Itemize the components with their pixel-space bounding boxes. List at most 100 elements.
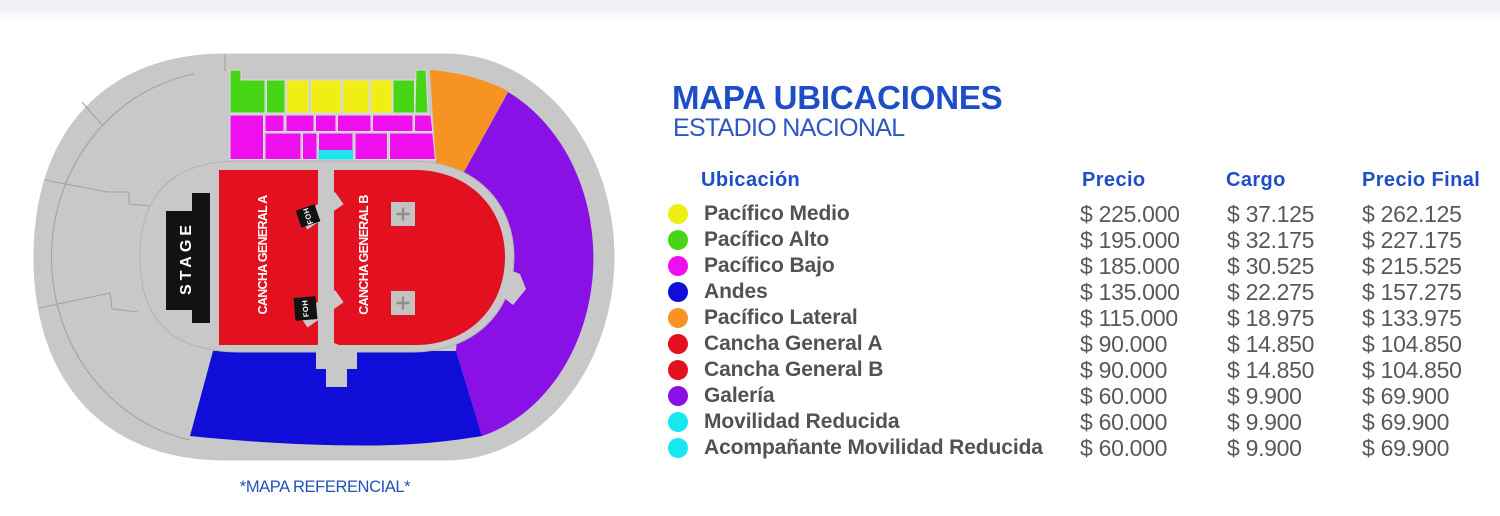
table-row[interactable]: Movilidad Reducida $ 60.000 $ 9.900 $ 69.90… — [668, 409, 1499, 435]
table-row[interactable]: Cancha General B $ 90.000 $ 14.850 $ 104.85… — [668, 357, 1499, 383]
precio-value: $ 90.000 — [1080, 331, 1168, 357]
page-title: MAPA UBICACIONES — [672, 79, 1003, 116]
stage: STAGE — [166, 193, 210, 323]
section-color-dot — [668, 282, 688, 302]
cancha-a-label: CANCHA GENERAL A — [256, 195, 270, 315]
section-galeria[interactable] — [456, 92, 594, 436]
cargo-value: $ 30.525 — [1227, 253, 1315, 279]
precio-final-value: $ 69.900 — [1362, 383, 1450, 409]
section-pacifico-bajo-block[interactable] — [337, 114, 372, 132]
table-row[interactable]: Galería $ 60.000 $ 9.900 $ 69.900 — [668, 383, 1499, 409]
section-label: Galería — [704, 384, 775, 407]
cargo-value: $ 14.850 — [1227, 331, 1315, 357]
section-pacifico-bajo-block[interactable] — [414, 114, 434, 132]
precio-value: $ 185.000 — [1080, 253, 1180, 279]
precio-value: $ 225.000 — [1080, 201, 1180, 227]
table-row[interactable]: Cancha General A $ 90.000 $ 14.850 $ 104.85… — [668, 331, 1499, 357]
section-label: Acompañante Movilidad Reducida — [704, 436, 1043, 459]
stand-division-lines — [38, 54, 226, 441]
section-color-dot — [668, 230, 688, 250]
section-label: Pacífico Bajo — [704, 254, 835, 277]
cargo-value: $ 9.900 — [1227, 409, 1302, 435]
cargo-value: $ 14.850 — [1227, 357, 1315, 383]
precio-value: $ 60.000 — [1080, 409, 1168, 435]
section-pacifico-medio-block[interactable] — [342, 79, 370, 114]
stage-label: STAGE — [178, 221, 195, 295]
top-strip — [0, 0, 1500, 22]
map-reference-note: *MAPA REFERENCIAL* — [239, 478, 411, 496]
section-label: Andes — [704, 280, 768, 303]
plus-box — [391, 291, 415, 315]
section-label: Movilidad Reducida — [704, 410, 900, 433]
section-color-dot — [668, 334, 688, 354]
precio-final-value: $ 157.275 — [1362, 279, 1462, 305]
section-pacifico-bajo-block[interactable] — [354, 132, 388, 160]
precio-final-value: $ 133.975 — [1362, 305, 1462, 331]
column-header-precio: Precio — [1082, 169, 1146, 191]
section-pacifico-alto-block[interactable] — [414, 69, 429, 114]
precio-value: $ 60.000 — [1080, 383, 1168, 409]
section-pacifico-alto-block[interactable] — [229, 69, 266, 114]
cargo-value: $ 22.275 — [1227, 279, 1315, 305]
section-movilidad-reducida[interactable] — [318, 150, 354, 160]
section-color-dot — [668, 386, 688, 406]
cargo-value: $ 9.900 — [1227, 435, 1302, 461]
section-cancha-general-b[interactable] — [334, 170, 505, 345]
precio-final-value: $ 69.900 — [1362, 409, 1450, 435]
section-andes[interactable] — [190, 351, 482, 446]
section-pacifico-medio-block[interactable] — [370, 79, 393, 114]
precio-final-value: $ 104.850 — [1362, 357, 1462, 383]
precio-final-value: $ 69.900 — [1362, 435, 1450, 461]
section-color-dot — [668, 308, 688, 328]
table-row[interactable]: Pacífico Alto $ 195.000 $ 32.175 $ 227.175 — [668, 227, 1499, 253]
section-pacifico-bajo-block[interactable] — [302, 132, 318, 160]
table-row[interactable]: Pacífico Medio $ 225.000 $ 37.125 $ 262.125 — [668, 201, 1499, 227]
table-row[interactable]: Andes $ 135.000 $ 22.275 $ 157.275 — [668, 279, 1499, 305]
precio-value: $ 60.000 — [1080, 435, 1168, 461]
section-pacifico-medio-block[interactable] — [310, 79, 342, 114]
section-pacifico-medio-block[interactable] — [286, 79, 309, 114]
section-pacifico-bajo-block[interactable] — [315, 114, 337, 132]
section-pacifico-bajo-block[interactable] — [372, 114, 414, 132]
precio-value: $ 195.000 — [1080, 227, 1180, 253]
foh-label: FOH — [300, 299, 310, 317]
section-label: Cancha General B — [704, 358, 884, 381]
precio-value: $ 115.000 — [1080, 305, 1178, 331]
section-pacifico-alto-block[interactable] — [392, 79, 415, 114]
foh-box: FOH — [293, 296, 318, 321]
precio-value: $ 90.000 — [1080, 357, 1168, 383]
cargo-value: $ 37.125 — [1227, 201, 1315, 227]
table-row[interactable]: Acompañante Movilidad Reducida $ 60.000 $ … — [668, 435, 1499, 461]
precio-value: $ 135.000 — [1080, 279, 1180, 305]
column-header-precio-final: Precio Final — [1362, 169, 1481, 191]
section-label: Pacífico Alto — [704, 228, 830, 251]
page-subtitle: ESTADIO NACIONAL — [673, 114, 905, 142]
section-pacifico-bajo-block[interactable] — [389, 132, 437, 160]
section-pacifico-bajo-block[interactable] — [264, 114, 285, 132]
section-color-dot — [668, 412, 688, 432]
precio-final-value: $ 262.125 — [1362, 201, 1462, 227]
right-notch — [503, 268, 526, 305]
section-pacifico-lateral[interactable] — [430, 70, 508, 172]
tunnel-tab — [316, 343, 357, 387]
stadium-map: STAGE FOH FOH CANCHA GENERAL A CANCHA GE… — [33, 53, 615, 461]
precio-final-value: $ 227.175 — [1362, 227, 1462, 253]
section-label: Pacífico Medio — [704, 202, 850, 225]
section-label: Pacífico Lateral — [704, 306, 858, 329]
foh-box: FOH — [295, 204, 321, 228]
section-color-dot — [668, 256, 688, 276]
section-pacifico-bajo-block[interactable] — [264, 132, 302, 160]
price-table-rows: Pacífico Medio $ 225.000 $ 37.125 $ 262.125… — [668, 201, 1499, 461]
section-pacifico-bajo-block[interactable] — [285, 114, 315, 132]
cancha-b-label: CANCHA GENERAL B — [357, 195, 371, 315]
section-pacifico-bajo-block[interactable] — [229, 114, 264, 160]
precio-final-value: $ 215.525 — [1362, 253, 1462, 279]
column-header-ubicacion: Ubicación — [701, 169, 801, 191]
table-row[interactable]: Pacífico Bajo $ 185.000 $ 30.525 $ 215.525 — [668, 253, 1499, 279]
top-stand-blocks — [229, 69, 437, 160]
cargo-value: $ 9.900 — [1227, 383, 1302, 409]
column-header-cargo: Cargo — [1226, 169, 1286, 191]
section-pacifico-alto-block[interactable] — [266, 79, 286, 114]
table-row[interactable]: Pacífico Lateral $ 115.000 $ 18.975 $ 133.9… — [668, 305, 1499, 331]
